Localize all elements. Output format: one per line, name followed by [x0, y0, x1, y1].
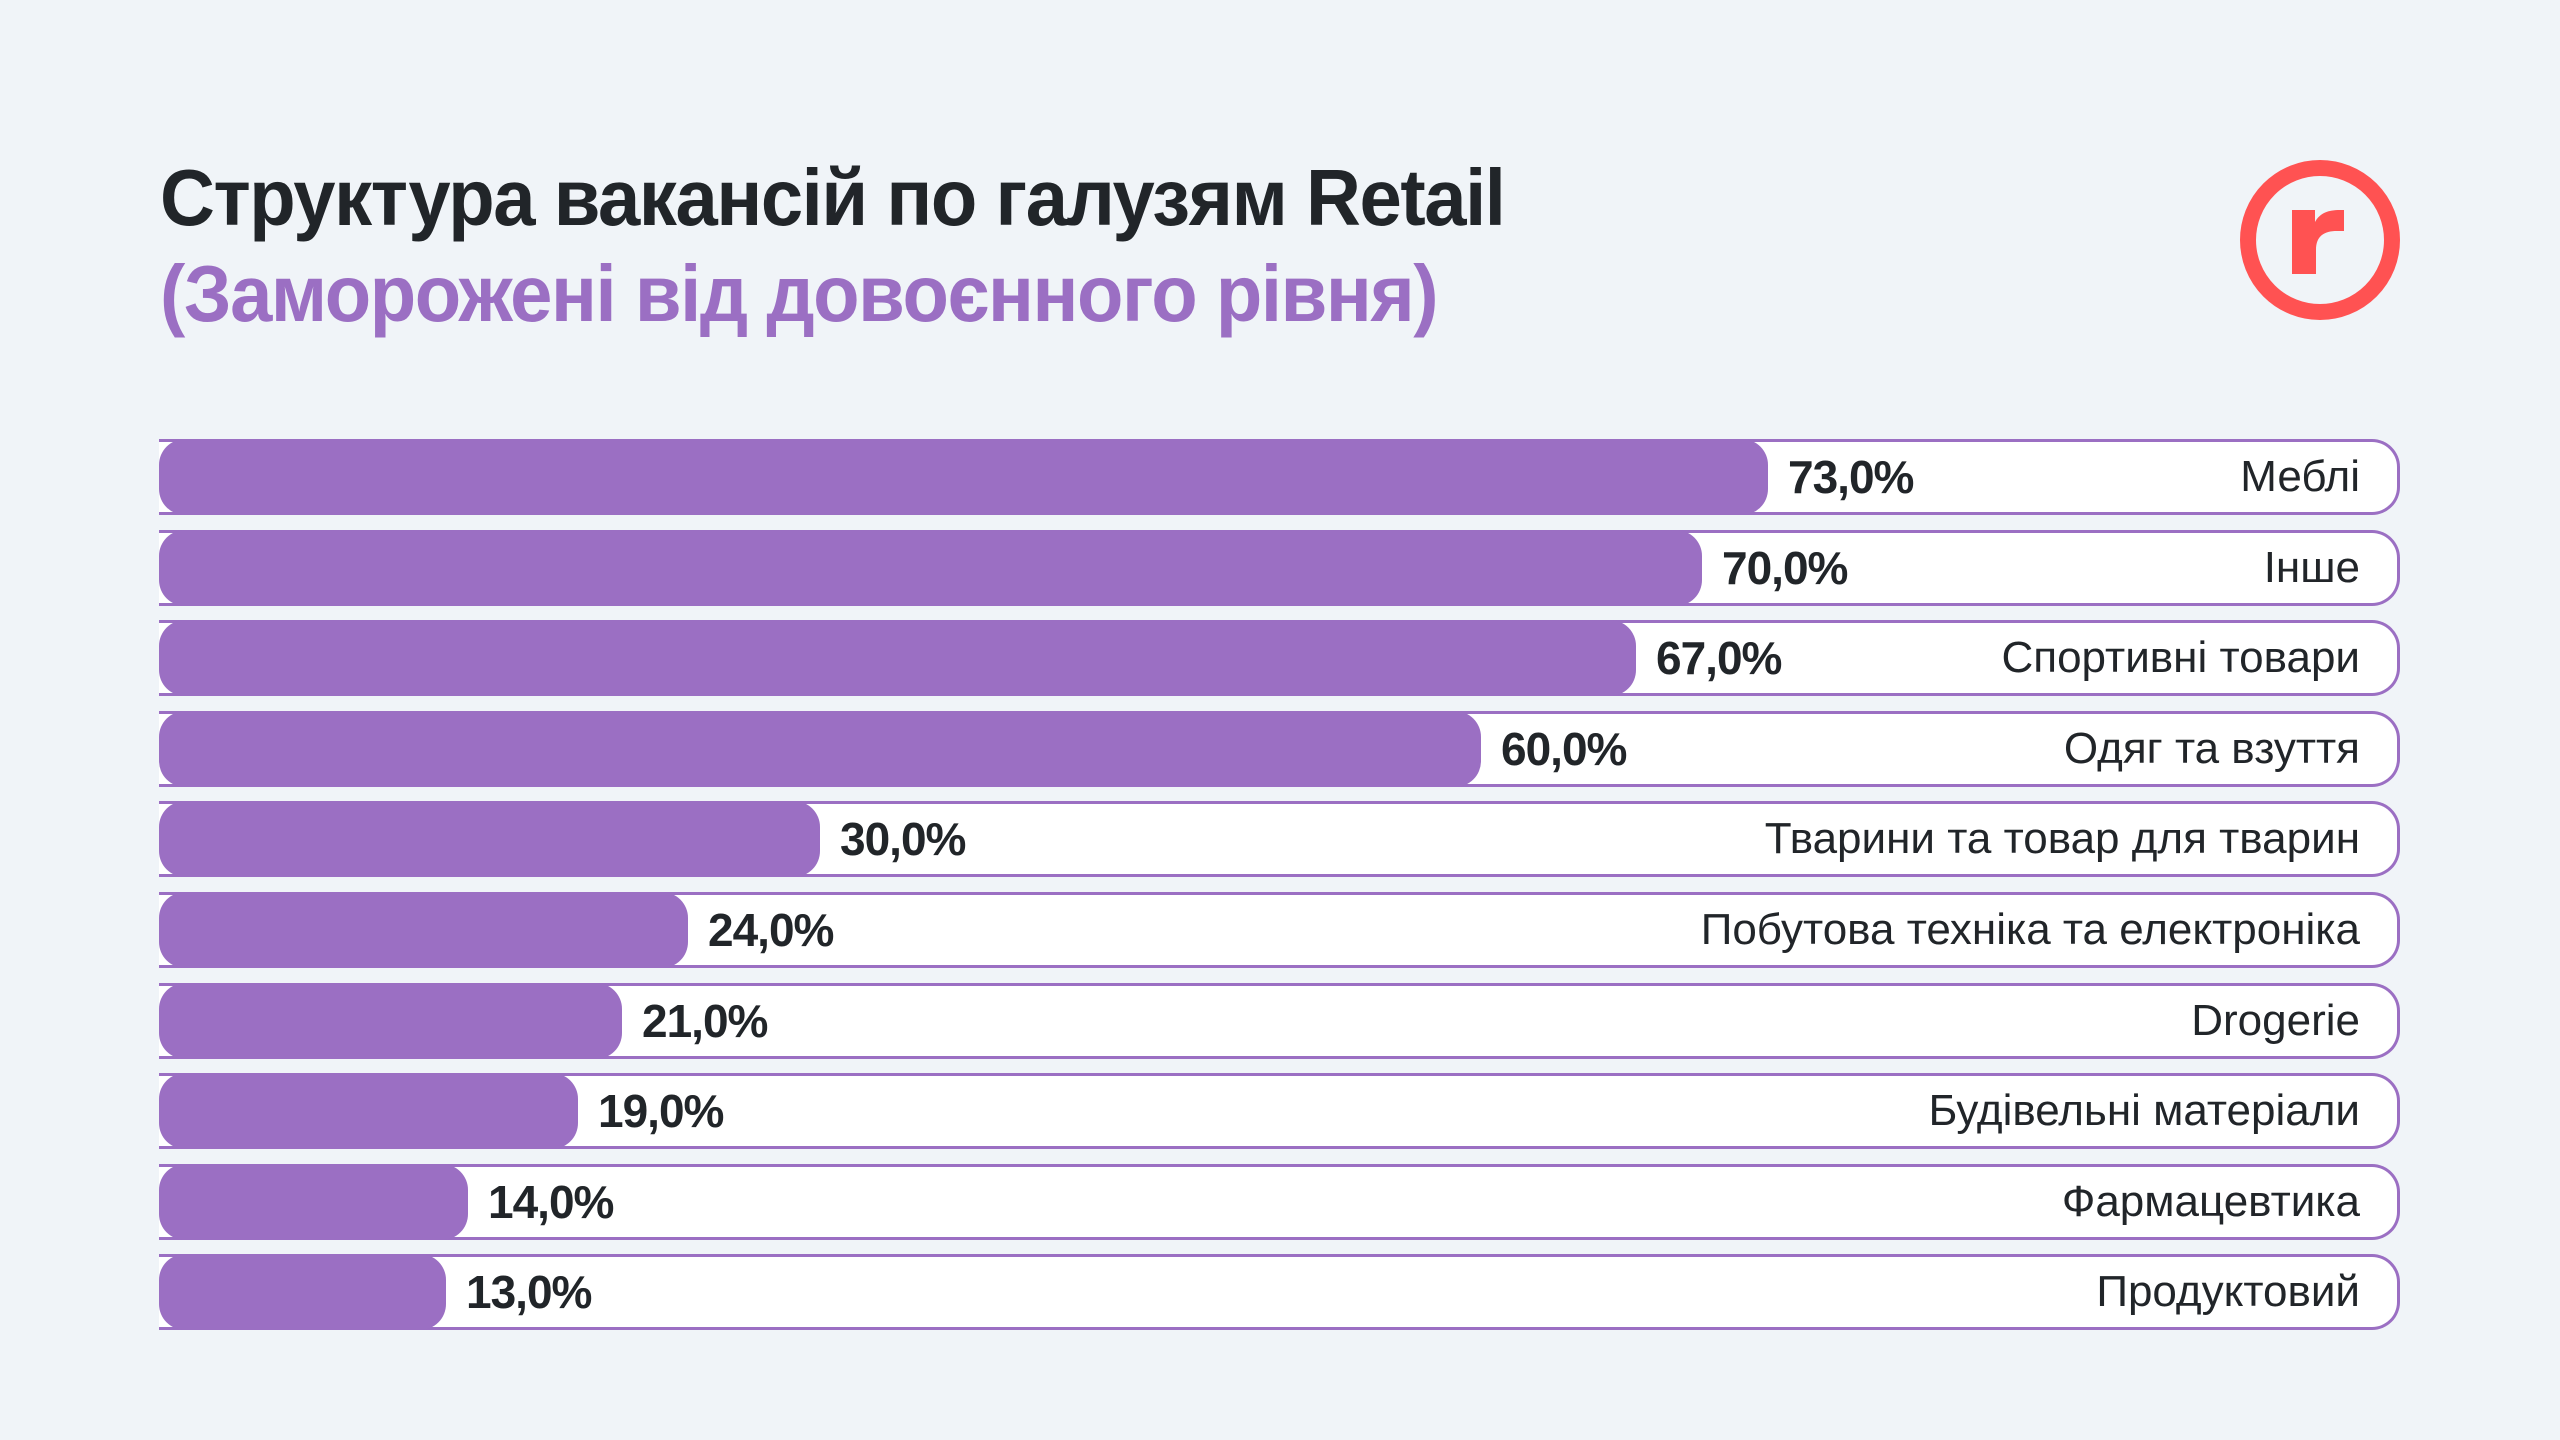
category-label: Drogerie [2191, 996, 2360, 1045]
value-label: 67,0% [1656, 632, 1782, 684]
category-label: Тварини та товар для тварин [1764, 814, 2360, 863]
category-label: Фармацевтика [2061, 1177, 2360, 1226]
value-label: 70,0% [1722, 542, 1848, 594]
r-circle-logo-icon [2240, 160, 2400, 320]
value-label: 13,0% [466, 1266, 592, 1318]
bar [159, 1254, 446, 1330]
bar-track [159, 1254, 2400, 1330]
value-label: 19,0% [598, 1085, 724, 1137]
bar [159, 801, 820, 877]
bar [159, 892, 688, 968]
value-label: 73,0% [1788, 451, 1914, 503]
bar-row: 67,0% Спортивні товари [159, 620, 2400, 696]
bar-row: 21,0% Drogerie [159, 983, 2400, 1059]
value-label: 21,0% [642, 995, 768, 1047]
bar [159, 530, 1702, 606]
value-label: 30,0% [840, 813, 966, 865]
category-label: Інше [2263, 543, 2360, 592]
bar-row: 70,0% Інше [159, 530, 2400, 606]
bar [159, 439, 1768, 515]
value-label: 24,0% [708, 904, 834, 956]
bar-track [159, 1164, 2400, 1240]
bar [159, 1164, 468, 1240]
bar-row: 24,0% Побутова техніка та електроніка [159, 892, 2400, 968]
category-label: Продуктовий [2096, 1267, 2360, 1316]
category-label: Спортивні товари [2001, 633, 2360, 682]
category-label: Меблі [2240, 452, 2360, 501]
bar-row: 14,0% Фармацевтика [159, 1164, 2400, 1240]
bar-row: 13,0% Продуктовий [159, 1254, 2400, 1330]
chart-subtitle: (Заморожені від довоєнного рівня) [160, 249, 1439, 338]
category-label: Одяг та взуття [2063, 724, 2360, 773]
value-label: 60,0% [1501, 723, 1627, 775]
chart-title: Структура вакансій по галузям Retail [160, 153, 1506, 242]
bar [159, 983, 622, 1059]
bar-row: 73,0% Меблі [159, 439, 2400, 515]
bar-row: 30,0% Тварини та товар для тварин [159, 801, 2400, 877]
value-label: 14,0% [488, 1176, 614, 1228]
category-label: Будівельні матеріали [1928, 1086, 2360, 1135]
bar [159, 1073, 578, 1149]
bar-row: 60,0% Одяг та взуття [159, 711, 2400, 787]
category-label: Побутова техніка та електроніка [1700, 905, 2360, 954]
bar-row: 19,0% Будівельні матеріали [159, 1073, 2400, 1149]
bar [159, 711, 1481, 787]
bar [159, 620, 1636, 696]
